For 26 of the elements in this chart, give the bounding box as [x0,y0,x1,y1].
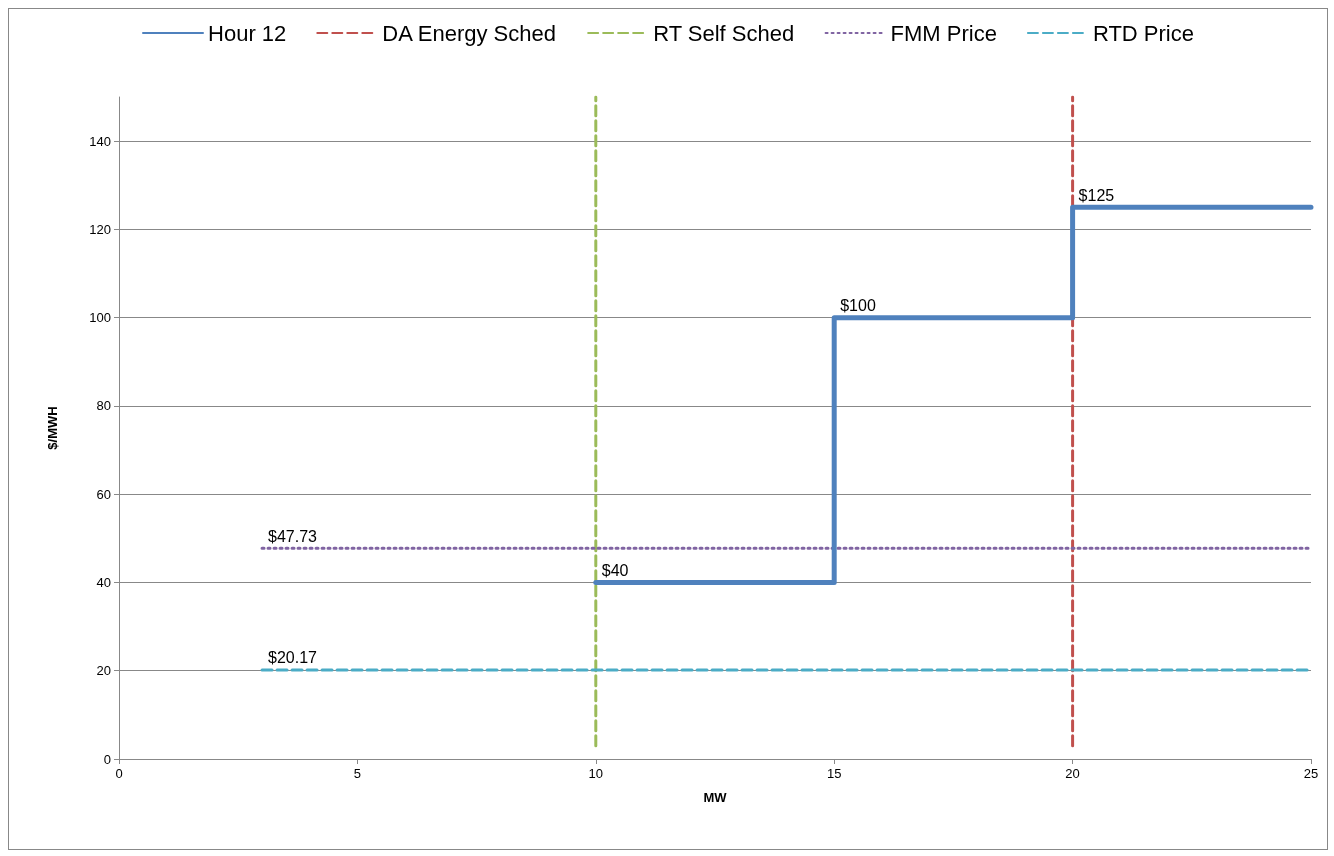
legend-label: Hour 12 [208,20,287,46]
y-tick-label: 60 [96,486,111,502]
legend-label: DA Energy Sched [382,20,556,46]
y-tick-label: 100 [89,310,111,326]
y-tick-label: 20 [96,663,111,679]
x-tick-label: 15 [826,766,842,781]
x-tick-label: 20 [1065,766,1080,781]
y-tick-label: 40 [96,574,111,590]
y-axis-title: $/MWH [45,406,60,450]
legend-label: RT Self Sched [653,20,795,46]
data-label: $20.17 [268,649,318,667]
data-label: $100 [840,297,876,315]
x-tick-label: 10 [588,766,604,781]
x-tick-label: 25 [1303,766,1319,781]
y-tick-label: 80 [96,398,111,414]
y-tick-label: 0 [103,751,111,767]
x-tick-label: 0 [115,766,123,781]
x-tick-label: 5 [353,766,362,781]
y-tick-label: 120 [89,221,111,237]
x-axis-title: MW [703,790,728,805]
y-tick-label: 140 [89,133,111,149]
data-label: $125 [1078,186,1115,204]
legend-label: RTD Price [1092,20,1194,46]
data-label: $40 [601,561,629,579]
data-label: $47.73 [268,527,318,545]
legend-label: FMM Price [890,20,997,46]
